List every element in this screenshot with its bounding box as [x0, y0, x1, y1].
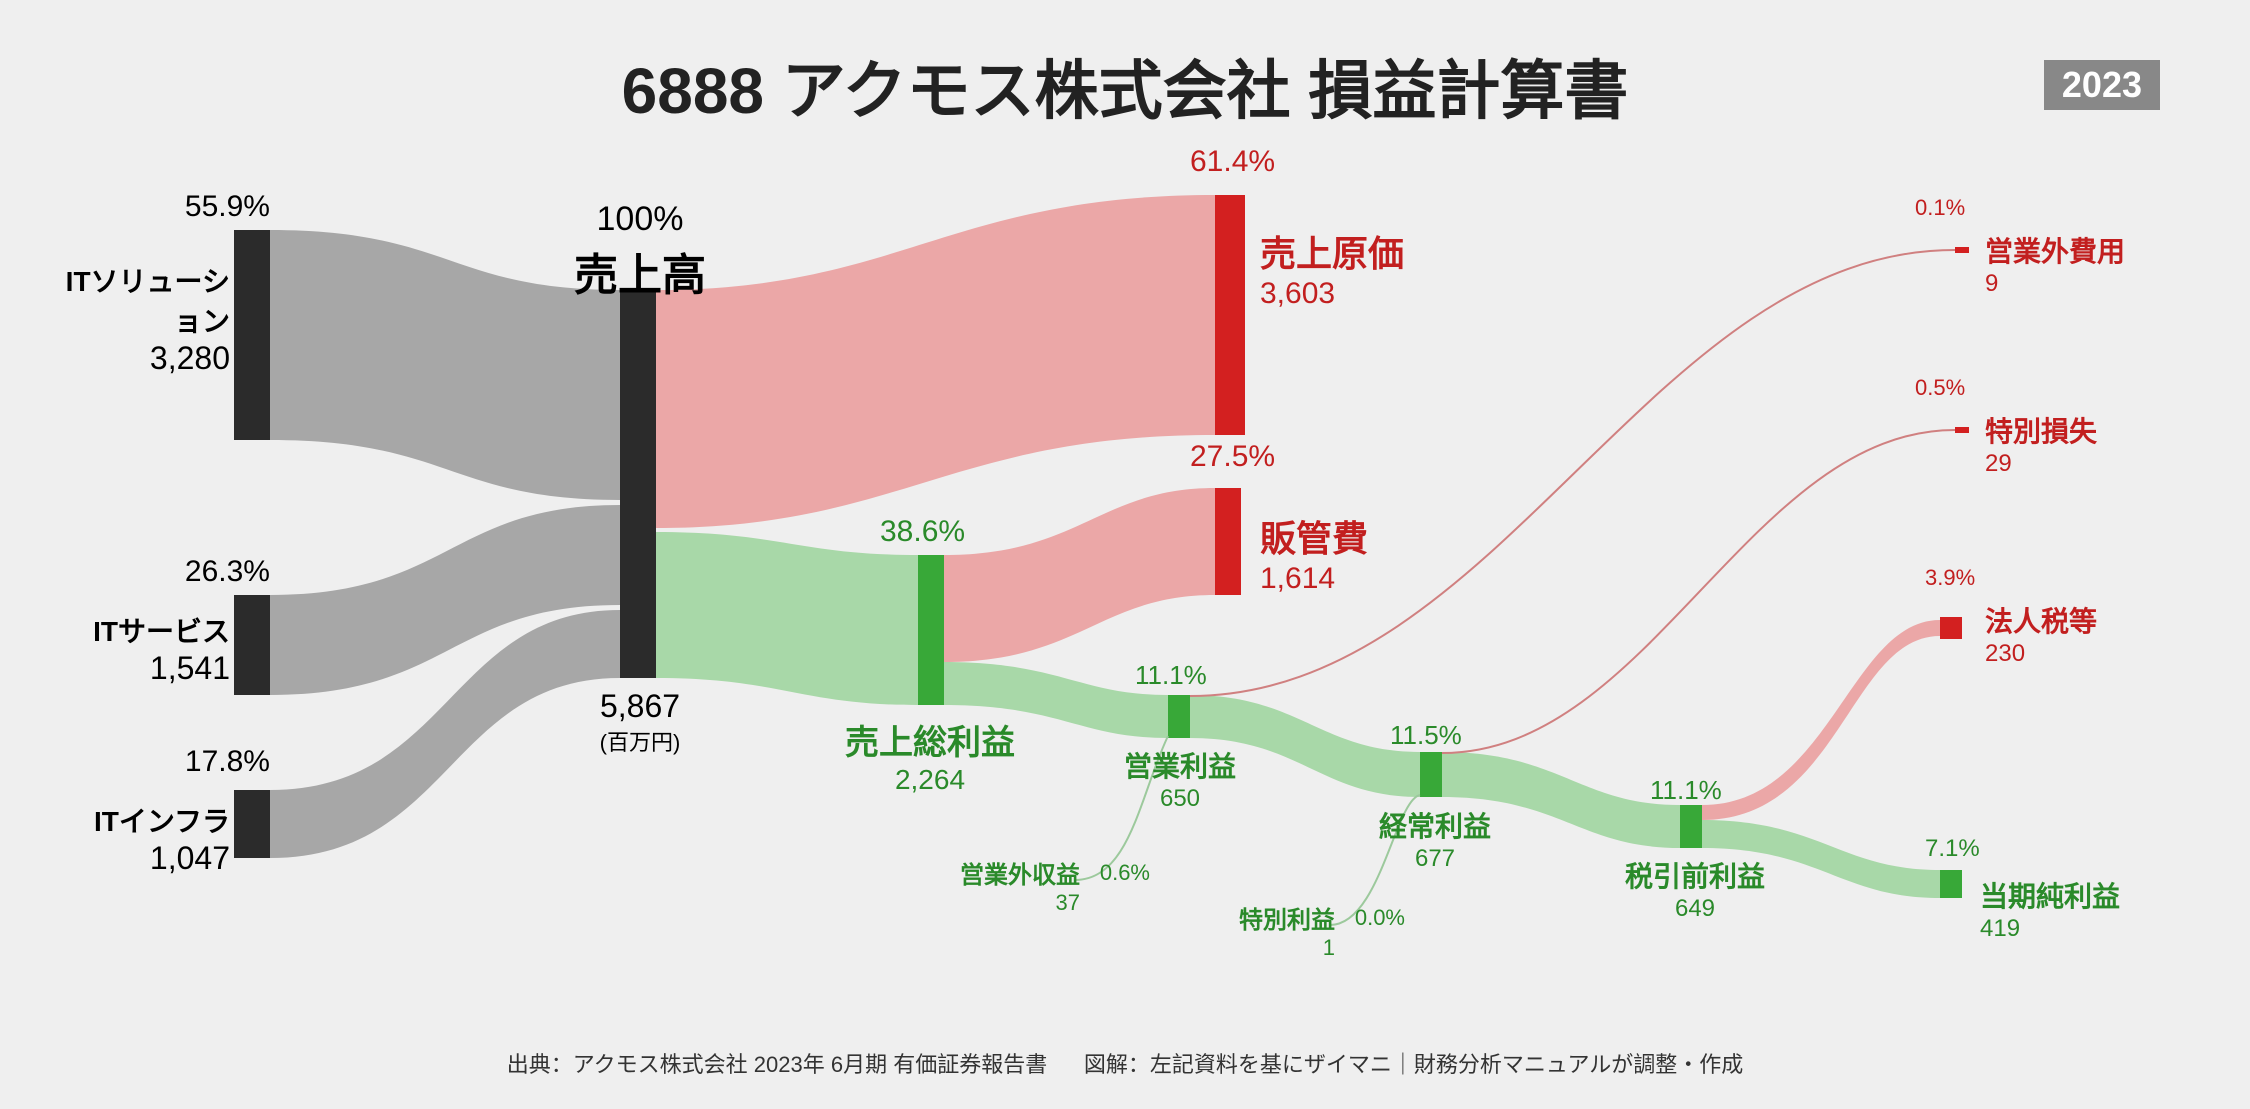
revenue-label: 100% 売上高 — [540, 200, 740, 303]
src3-label: 17.8% ITインフラ 1,047 — [40, 800, 230, 877]
op-label: 11.1% 営業利益 650 — [1095, 745, 1265, 813]
src2-label: 26.3% ITサービス 1,541 — [40, 610, 230, 687]
nonop-ex-label: 0.1% 営業外費用 9 — [1985, 230, 2185, 298]
ext-loss-label: 0.5% 特別損失 29 — [1985, 410, 2185, 478]
cogs-label: 61.4% 売上原価 3,603 — [1260, 225, 1460, 311]
footer: 出典：アクモス株式会社 2023年 6月期 有価証券報告書 図解：左記資料を基に… — [507, 1047, 1743, 1079]
tax-label: 3.9% 法人税等 230 — [1985, 600, 2185, 668]
revenue-value: 5,867 (百万円) — [560, 688, 720, 757]
net-label: 7.1% 当期純利益 419 — [1980, 875, 2180, 943]
src1-label: 55.9% ITソリューション 3,280 — [40, 260, 230, 377]
sankey-svg — [0, 0, 2250, 1109]
ext-gain-label: 特別利益 1 0.0% — [1165, 900, 1335, 961]
nonop-in-label: 営業外収益 37 0.6% — [910, 855, 1080, 916]
ord-label: 11.5% 経常利益 677 — [1350, 805, 1520, 873]
gross-label: 38.6% 売上総利益 2,264 — [820, 715, 1040, 796]
pretax-label: 11.1% 税引前利益 649 — [1610, 855, 1780, 923]
sgna-label: 27.5% 販管費 1,614 — [1260, 510, 1460, 596]
